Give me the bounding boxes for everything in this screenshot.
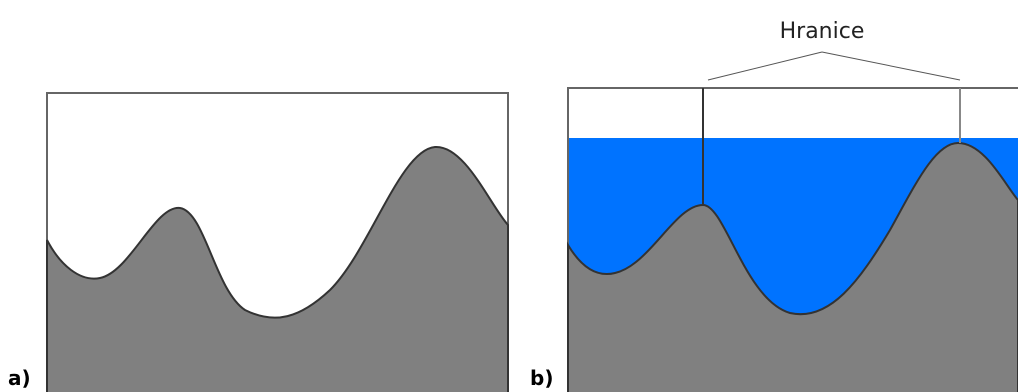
pointer (822, 52, 960, 80)
diagram: a) Hranice b) (0, 0, 1018, 392)
panel-label: a) (8, 366, 31, 390)
panel-label: b) (530, 366, 553, 390)
pointer (708, 52, 822, 80)
panel-b: Hranice b) (530, 19, 1018, 392)
annotation: Hranice (780, 19, 865, 44)
panel-a: a) (8, 93, 508, 392)
